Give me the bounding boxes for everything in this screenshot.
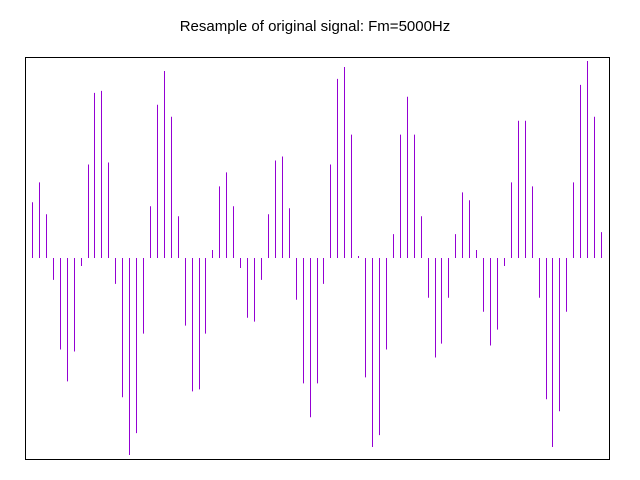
stem-series bbox=[32, 60, 602, 456]
plot-frame bbox=[25, 57, 610, 460]
chart-title: Resample of original signal: Fm=5000Hz bbox=[179, 18, 451, 35]
